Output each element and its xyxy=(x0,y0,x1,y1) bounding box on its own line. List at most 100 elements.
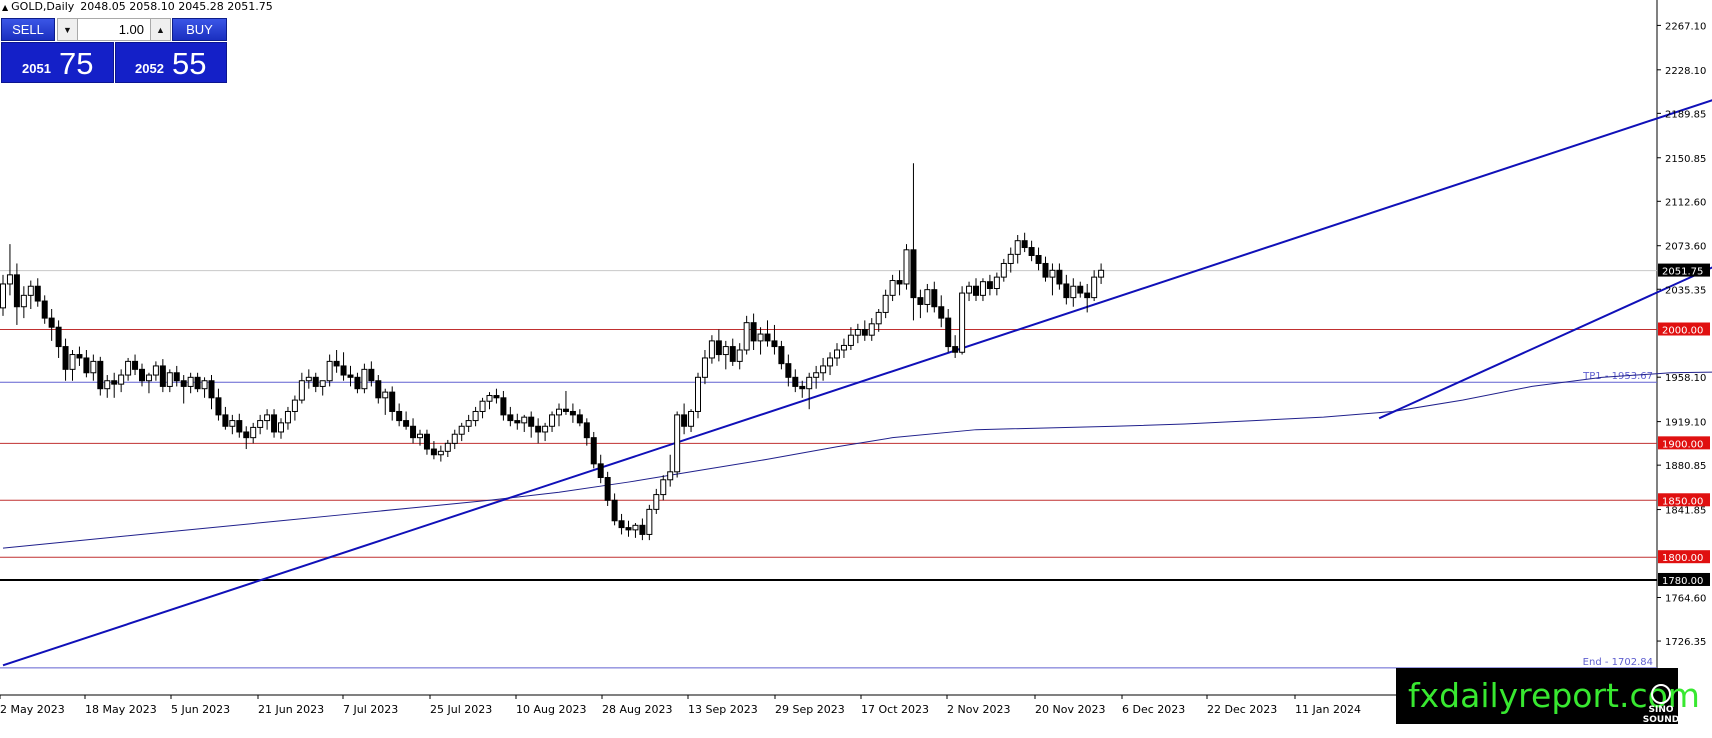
candle-body xyxy=(708,340,715,359)
candle-body xyxy=(347,374,354,378)
lot-increase-icon[interactable]: ▲ xyxy=(150,18,171,41)
price-axis: 2000.00 1900.00 1850.00 1800.00 1780.00 2267.… xyxy=(1657,21,1710,648)
candle-body xyxy=(597,463,604,479)
x-tick-label: 22 Dec 2023 xyxy=(1207,703,1277,716)
candle-body xyxy=(840,344,847,351)
moving-average xyxy=(2,371,1712,549)
y-tick-label: 1958.10 xyxy=(1665,373,1706,384)
candle-body xyxy=(118,374,125,385)
sell-price-prefix: 2051 xyxy=(22,61,51,76)
logo-line1: SINO SOUND xyxy=(1642,705,1680,725)
level-price-tag-label: 1900.00 xyxy=(1662,439,1703,450)
candle-body xyxy=(1014,240,1021,255)
candle-body xyxy=(305,376,312,382)
sell-price-box[interactable]: 2051 75 xyxy=(1,42,114,83)
candle-body xyxy=(854,329,861,336)
y-tick-label: 1880.85 xyxy=(1665,461,1706,472)
candle-body xyxy=(368,368,375,382)
candle-body xyxy=(486,395,493,402)
candle-body xyxy=(319,380,326,387)
candle-body xyxy=(973,285,979,296)
candle-body xyxy=(583,422,590,439)
y-tick-label: 2189.85 xyxy=(1665,109,1706,120)
candle-body xyxy=(180,380,187,387)
candle-body xyxy=(562,408,569,412)
candle-body xyxy=(1063,283,1070,299)
candle-body xyxy=(979,281,986,296)
lot-decrease-icon[interactable]: ▼ xyxy=(57,18,78,41)
candle-body xyxy=(236,420,243,433)
candle-body xyxy=(1070,285,1077,299)
candle-body xyxy=(771,340,778,348)
level-price-tag xyxy=(1658,493,1710,507)
candle-body xyxy=(1098,269,1105,278)
lot-size-input[interactable] xyxy=(78,18,150,41)
candle-body xyxy=(76,354,83,359)
candle-body xyxy=(55,326,62,348)
candle-body xyxy=(646,508,653,535)
x-tick-label: 7 Jul 2023 xyxy=(343,703,398,716)
candle-body xyxy=(451,433,458,444)
candle-body xyxy=(90,360,97,374)
candle-body xyxy=(458,425,465,435)
sell-button[interactable]: SELL xyxy=(1,18,55,41)
collapse-triangle-icon[interactable]: ▲ xyxy=(2,3,9,12)
buy-price-prefix: 2052 xyxy=(135,61,164,76)
candle-body xyxy=(618,520,625,529)
y-tick-label: 2150.85 xyxy=(1665,154,1706,165)
candle-body xyxy=(632,524,639,531)
candle-body xyxy=(396,410,403,422)
candle-body xyxy=(507,414,514,422)
candle-body xyxy=(639,524,646,535)
candle-body xyxy=(194,376,201,390)
candle-body xyxy=(695,376,701,412)
channel-upper-line xyxy=(2,99,1712,667)
candle-body xyxy=(125,360,132,376)
candle-body xyxy=(48,317,55,328)
ohlc-values: 2048.05 2058.10 2045.28 2051.75 xyxy=(80,0,273,13)
candle-body xyxy=(917,297,924,305)
x-tick-label: 28 Aug 2023 xyxy=(602,703,672,716)
candle-body xyxy=(145,374,152,382)
x-tick-label: 20 Nov 2023 xyxy=(1035,703,1105,716)
candle-body xyxy=(83,357,90,374)
logo-line2: 滙 豐 集 團 xyxy=(1638,728,1684,738)
candle-body xyxy=(764,333,771,342)
candle-body xyxy=(785,363,792,378)
candle-body xyxy=(688,410,695,427)
candle-body xyxy=(361,368,368,390)
candle-body xyxy=(549,414,556,427)
y-tick-label: 2073.60 xyxy=(1665,242,1706,253)
buy-price-box[interactable]: 2052 55 xyxy=(115,42,227,83)
candle-body xyxy=(722,346,729,356)
candle-body xyxy=(660,479,667,496)
candle-body xyxy=(159,365,166,387)
candle-body xyxy=(340,365,347,376)
candle-body xyxy=(97,360,104,390)
candle-body xyxy=(20,294,27,308)
candle-body xyxy=(201,380,208,390)
candle-body xyxy=(354,376,361,390)
candle-body xyxy=(896,280,903,285)
candle-body xyxy=(444,442,451,452)
candle-body xyxy=(847,334,854,346)
x-tick-label: 11 Jan 2024 xyxy=(1295,703,1361,716)
candle-body xyxy=(152,365,159,376)
candle-body xyxy=(604,477,611,501)
candle-body xyxy=(1077,285,1084,294)
candle-body xyxy=(757,333,764,342)
candle-body xyxy=(952,346,959,353)
candle-body xyxy=(1049,269,1056,278)
candle-body xyxy=(959,292,966,353)
candle-body xyxy=(41,300,48,319)
x-tick-label: 5 Jun 2023 xyxy=(171,703,230,716)
buy-button[interactable]: BUY xyxy=(172,18,227,41)
candle-body xyxy=(966,285,973,294)
candle-body xyxy=(625,527,632,531)
sino-sound-logo: SINO SOUND 滙 豐 集 團 xyxy=(1632,684,1690,738)
candle-body xyxy=(13,274,20,308)
candle-body xyxy=(834,349,840,359)
candle-body xyxy=(257,420,264,428)
candle-body xyxy=(729,346,736,362)
